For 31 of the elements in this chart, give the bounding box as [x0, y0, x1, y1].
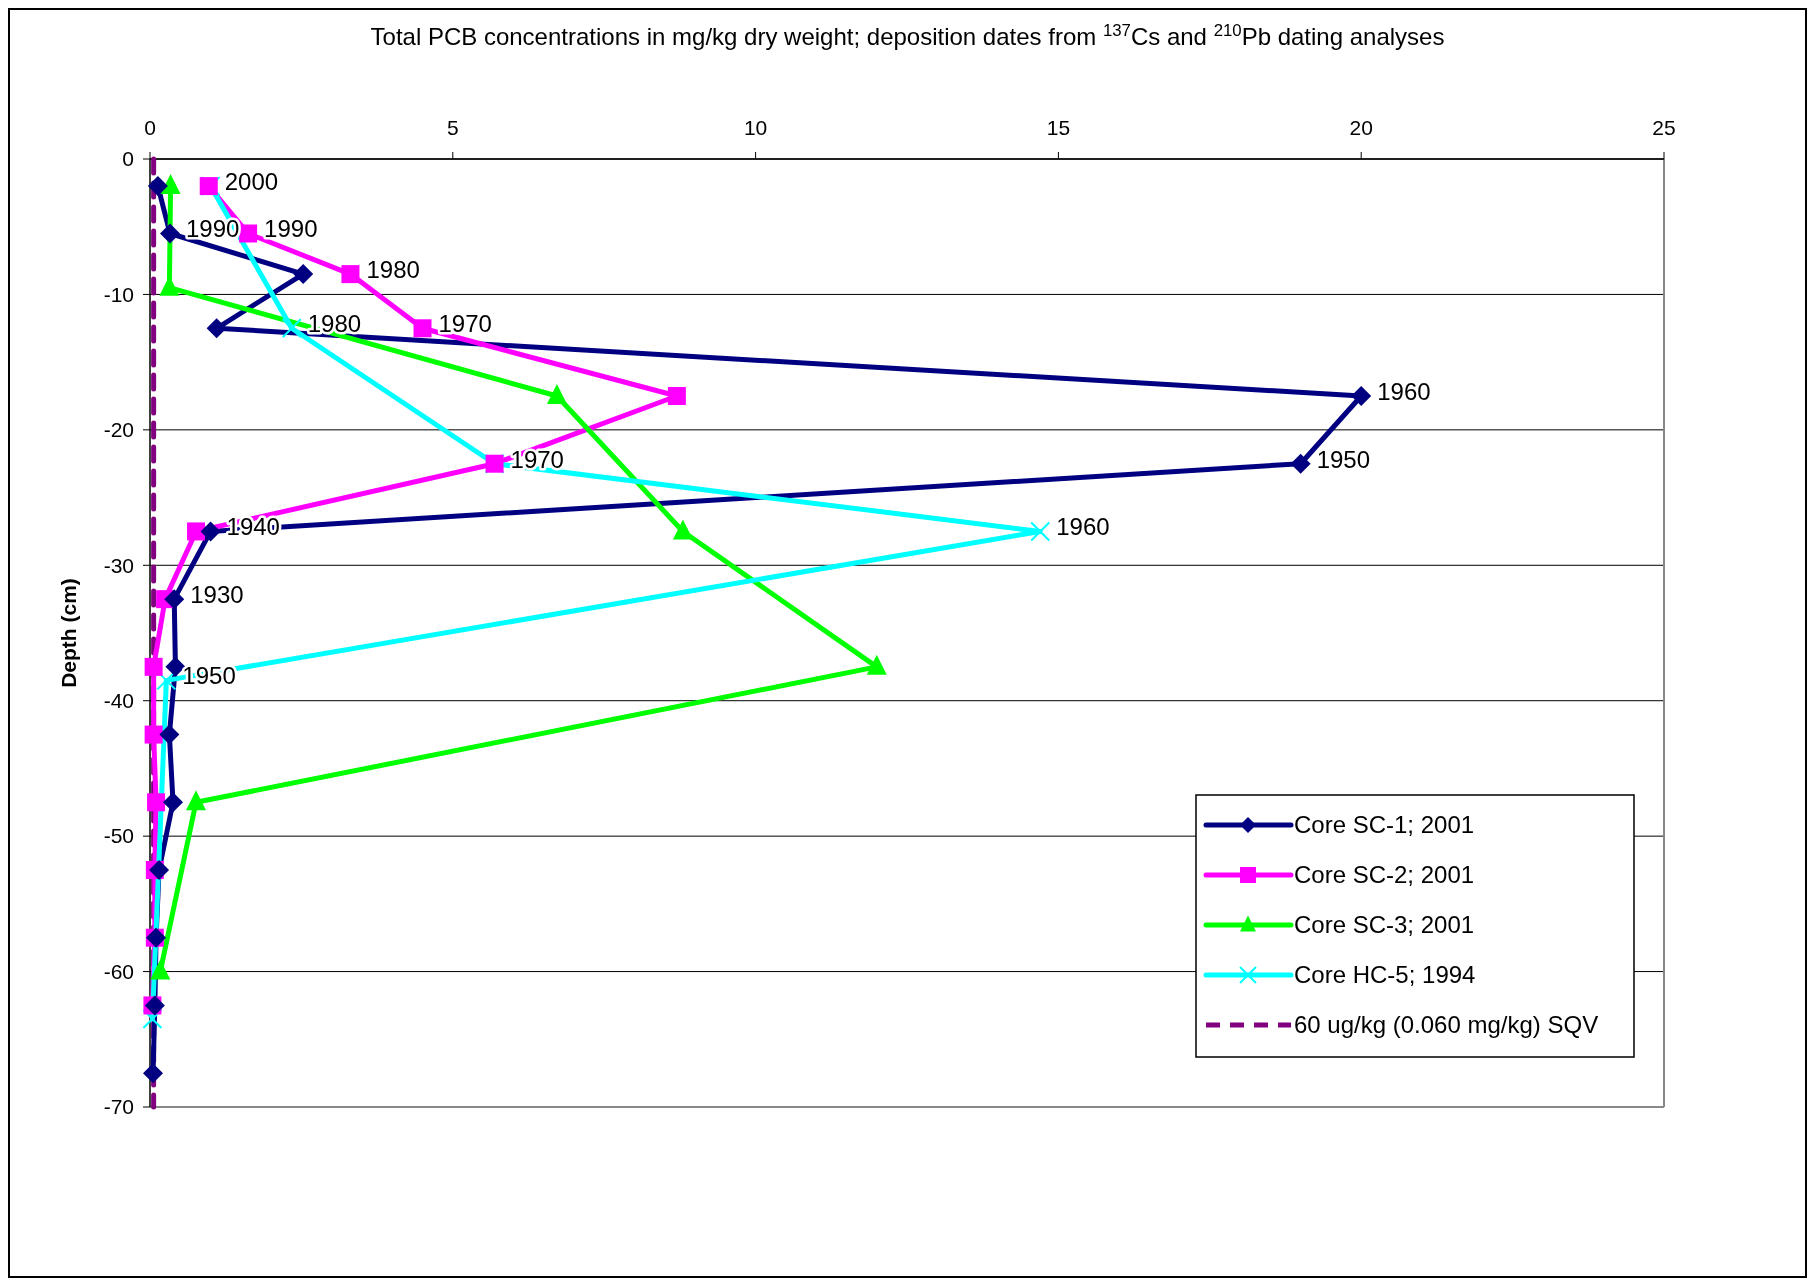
chart-title: Total PCB concentrations in mg/kg dry weight; deposition dates from $^{137}$Cs and $^{210}$Pb dating analyses: [370, 20, 1445, 50]
y-tick-label: -50: [103, 824, 134, 848]
annotation: 1950: [1316, 445, 1371, 473]
x-tick-label: 25: [1652, 116, 1676, 139]
annotation: 1980: [366, 256, 420, 284]
annotation: 1930: [190, 581, 244, 609]
annotation: 1990: [264, 215, 318, 243]
x-tick-label: 5: [446, 116, 459, 139]
y-tick-label: -60: [103, 959, 134, 983]
y-tick-label: -10: [103, 282, 134, 306]
annotation: 1980: [307, 310, 362, 338]
y-tick-label: -20: [103, 418, 134, 442]
annotation: 2000: [224, 168, 279, 196]
legend-label: Core SC-3; 2001: [1294, 911, 1475, 939]
legend-label: Core SC-1; 2001: [1294, 811, 1475, 839]
y-tick-label: 0: [122, 147, 134, 171]
y-tick-label: -40: [103, 689, 134, 713]
annotation: 1970: [438, 310, 492, 338]
x-tick-label: 0: [144, 116, 156, 139]
annotation: 1970: [510, 445, 564, 473]
legend-label: Core HC-5; 1994: [1294, 961, 1476, 989]
legend-label: Core SC-2; 2001: [1294, 861, 1475, 889]
x-tick-label: 10: [743, 116, 768, 139]
annotation: 1960: [1056, 513, 1110, 541]
x-tick-label: 20: [1349, 116, 1373, 139]
y-axis-title: Depth (cm): [57, 578, 80, 688]
legend-label: 60 ug/kg (0.060 mg/kg) SQV: [1294, 1011, 1599, 1039]
annotation: 1960: [1377, 378, 1431, 405]
y-tick-label: -70: [103, 1095, 134, 1119]
x-tick-label: 15: [1046, 116, 1071, 139]
y-tick-label: -30: [103, 553, 134, 577]
